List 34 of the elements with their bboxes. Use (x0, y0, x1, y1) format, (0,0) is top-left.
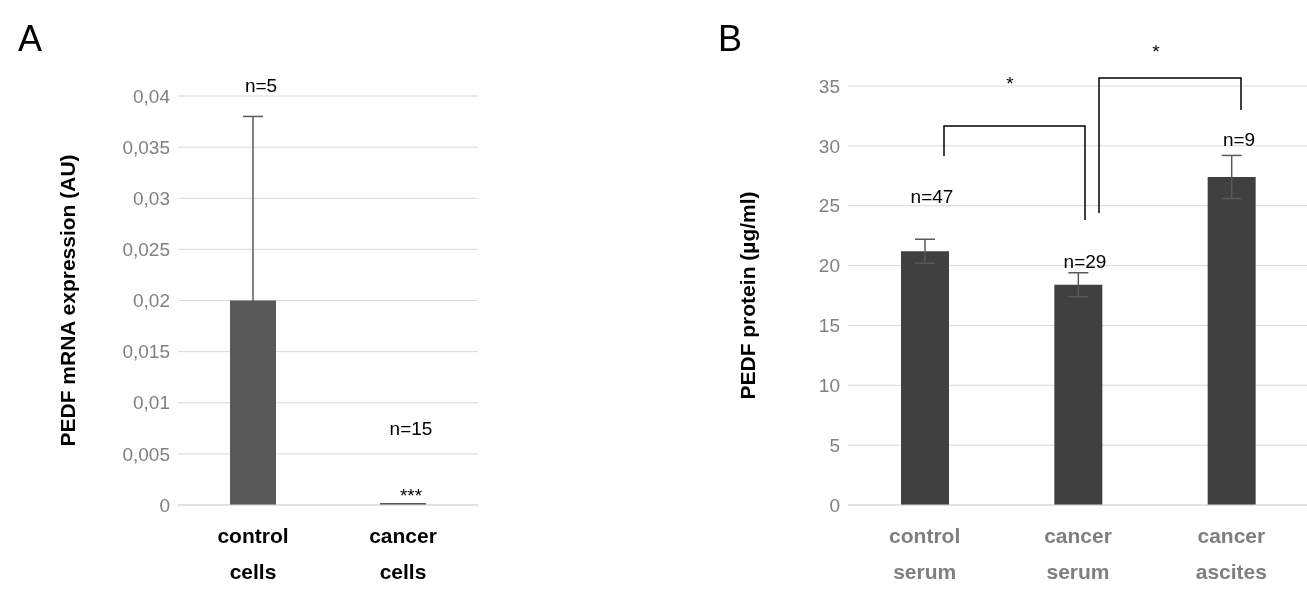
y-tick-label: 0 (829, 494, 840, 516)
y-tick-label: 0,04 (133, 85, 171, 107)
y-tick-label: 0,035 (122, 136, 170, 158)
annotation: n=15 (389, 418, 433, 439)
y-axis-title: PEDF mRNA expression (AU) (56, 154, 80, 447)
text: n=5 (244, 75, 278, 96)
y-tick-label: 0,02 (133, 290, 170, 312)
y-tick-label: 0,025 (122, 239, 170, 261)
chart-title: A (18, 18, 43, 60)
x-tick-label: control cells (217, 524, 289, 583)
x-tick-label: cancer serum (1044, 524, 1112, 583)
y-tick-label: 0,005 (122, 443, 170, 465)
x-tick-label: control serum (889, 524, 961, 583)
y-tick-label: 0,03 (133, 187, 170, 209)
annotation: n=9 (1222, 129, 1256, 150)
text: * (1152, 41, 1161, 62)
annotation: *** (399, 485, 423, 506)
y-axis-title: PEDF protein (µg/ml) (736, 191, 760, 400)
y-tick-label: 0,01 (133, 392, 170, 414)
y-tick-label: 5 (829, 434, 840, 456)
y-tick-label: 30 (818, 135, 840, 157)
x-tick-label: cancer cells (369, 524, 437, 583)
annotation: * (1006, 73, 1015, 94)
y-tick-label: 15 (818, 315, 840, 337)
chart-title: B (718, 18, 743, 60)
x-tick-label: cancer ascites (1195, 524, 1267, 583)
y-tick-label: 35 (818, 75, 840, 97)
y-tick-label: 10 (818, 375, 840, 397)
y-tick-label: 20 (818, 255, 840, 277)
y-tick-label: 0,015 (122, 341, 170, 363)
annotation: n=47 (910, 186, 954, 207)
annotation: n=29 (1063, 251, 1107, 272)
y-tick-label: 25 (818, 195, 840, 217)
y-tick-label: 0 (159, 494, 170, 516)
